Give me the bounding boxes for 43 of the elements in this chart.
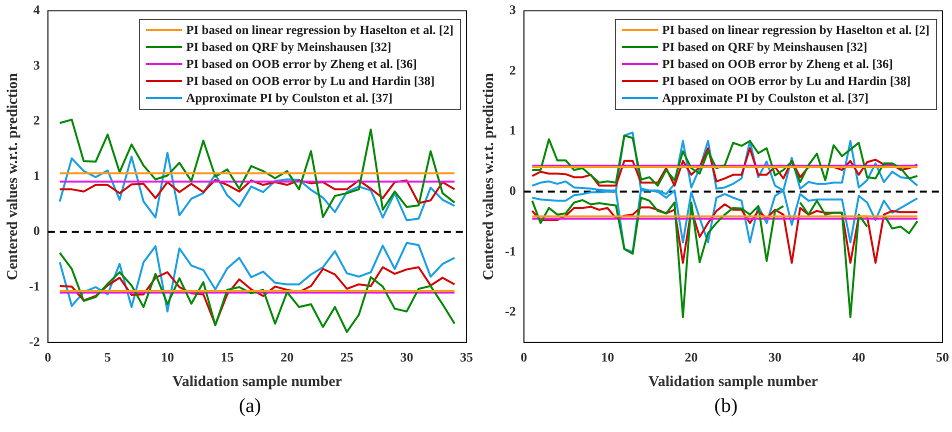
y-tick-label: -1 xyxy=(504,243,516,258)
y-tick-label: 0 xyxy=(33,223,40,238)
x-tick-label: 35 xyxy=(460,350,474,365)
y-tick-label: 3 xyxy=(509,2,516,18)
y-tick-label: -1 xyxy=(28,278,40,294)
x-tick-label: 30 xyxy=(400,350,414,365)
legend-label: PI based on QRF by Meinshausen [32] xyxy=(662,38,868,56)
x-tick-label: 50 xyxy=(936,350,949,365)
y-tick-label: 2 xyxy=(33,112,40,128)
x-tick-label: 5 xyxy=(104,350,112,365)
x-tick-label: 30 xyxy=(768,350,782,365)
y-tick-label: 2 xyxy=(509,62,516,78)
legend-label: PI based on OOB error by Zheng et al. [36] xyxy=(186,56,417,73)
y-tick-label: -2 xyxy=(504,304,516,319)
x-tick-label: 25 xyxy=(340,350,354,365)
y-tick-label: 1 xyxy=(33,168,40,183)
legend-label: PI based on OOB error by Lu and Hardin [38] xyxy=(662,72,911,90)
legend-label: Approximate PI by Coulston et al. [37] xyxy=(186,90,392,107)
x-tick-label: 15 xyxy=(220,350,234,365)
text: (b) xyxy=(714,395,738,417)
x-axis-title: Validation sample number xyxy=(648,374,818,390)
legend-label: PI based on OOB error by Lu and Hardin [38] xyxy=(186,72,435,90)
y-tick-label: 0 xyxy=(509,183,516,198)
y-tick-label: 4 xyxy=(33,2,40,18)
legend-label: PI based on linear regression by Haselton et al. [2] xyxy=(186,22,454,39)
x-tick-label: 0 xyxy=(520,350,528,365)
y-tick-label: 1 xyxy=(509,122,516,138)
y-tick-label: 3 xyxy=(33,57,40,72)
x-tick-label: 20 xyxy=(684,350,698,365)
legend-label: PI based on OOB error by Zheng et al. [36] xyxy=(662,56,893,73)
y-axis-title: Centered values w.r.t. prediction xyxy=(480,72,497,280)
x-tick-label: 10 xyxy=(601,350,614,365)
legend-label: PI based on QRF by Meinshausen [32] xyxy=(186,38,392,56)
text: (a) xyxy=(238,395,262,417)
y-axis-title: Centered values w.r.t. prediction xyxy=(4,72,21,280)
legend-label: Approximate PI by Coulston et al. [37] xyxy=(662,90,868,107)
x-tick-label: 20 xyxy=(280,350,294,365)
x-axis-title: Validation sample number xyxy=(172,374,342,390)
x-tick-label: 10 xyxy=(160,350,174,365)
x-tick-label: 0 xyxy=(44,350,52,365)
y-tick-label: -2 xyxy=(28,334,40,349)
legend-label: PI based on linear regression by Haselton et al. [2] xyxy=(662,22,930,39)
x-tick-label: 40 xyxy=(852,350,866,365)
